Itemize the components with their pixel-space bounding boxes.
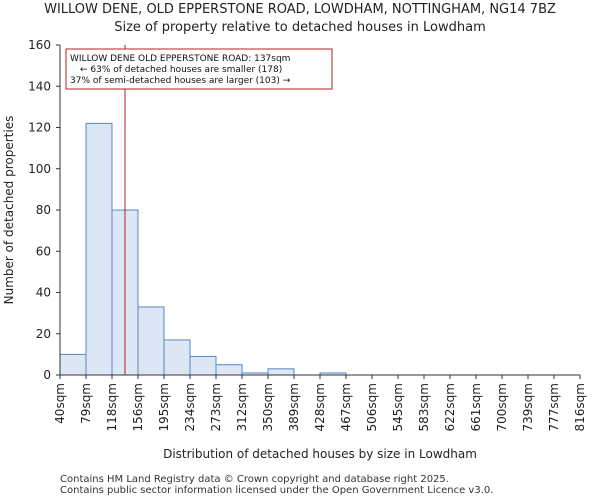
y-tick-label: 100 (28, 162, 51, 176)
annotation-line-1: WILLOW DENE OLD EPPERSTONE ROAD: 137sqm (70, 54, 290, 64)
x-tick-label: 40sqm (53, 383, 67, 424)
bar-273sqm (215, 364, 243, 376)
y-tick-label: 20 (36, 327, 51, 341)
x-tick-label: 816sqm (573, 383, 587, 431)
annotation-line-3: 37% of semi-detached houses are larger (… (70, 76, 291, 86)
bar-156sqm (137, 306, 165, 376)
x-tick-label: 350sqm (261, 383, 275, 431)
bar-40sqm (59, 353, 87, 376)
x-tick-label: 506sqm (365, 383, 379, 431)
annotation-box (65, 48, 333, 90)
x-tick-label: 467sqm (339, 383, 353, 431)
x-tick-label: 79sqm (79, 383, 93, 424)
y-axis-label: Number of detached properties (2, 116, 16, 305)
y-tick-label: 160 (28, 38, 51, 52)
chart-title: Size of property relative to detached ho… (114, 20, 486, 35)
bar-79sqm (85, 122, 113, 376)
x-tick-label: 739sqm (521, 383, 535, 431)
x-tick-label: 195sqm (157, 383, 171, 431)
bar-234sqm (189, 355, 217, 376)
y-tick-label: 60 (36, 244, 51, 258)
x-tick-label: 273sqm (209, 383, 223, 431)
x-tick-label: 118sqm (105, 383, 119, 431)
chart-title-address: WILLOW DENE, OLD EPPERSTONE ROAD, LOWDHA… (44, 2, 556, 17)
x-tick-label: 700sqm (495, 383, 509, 431)
x-tick-label: 389sqm (287, 383, 301, 431)
x-tick-label: 583sqm (417, 383, 431, 431)
y-tick-label: 120 (28, 121, 51, 135)
x-tick-label: 234sqm (183, 383, 197, 431)
bar-195sqm (163, 339, 191, 376)
bar-350sqm (267, 368, 295, 376)
annotation-line-2: ← 63% of detached houses are smaller (17… (80, 65, 282, 75)
x-tick-label: 156sqm (131, 383, 145, 431)
footer-licence: Contains public sector information licen… (60, 485, 494, 496)
y-tick-label: 80 (36, 203, 51, 217)
y-tick-label: 140 (28, 79, 51, 93)
x-axis-label: Distribution of detached houses by size … (163, 447, 477, 461)
y-tick-label: 40 (36, 286, 51, 300)
x-tick-label: 428sqm (313, 383, 327, 431)
x-tick-label: 777sqm (547, 383, 561, 431)
y-tick-label: 0 (43, 368, 51, 382)
footer-copyright: Contains HM Land Registry data © Crown c… (60, 474, 449, 485)
x-tick-label: 661sqm (469, 383, 483, 431)
x-tick-label: 622sqm (443, 383, 457, 431)
x-tick-label: 312sqm (235, 383, 249, 431)
x-tick-label: 545sqm (391, 383, 405, 431)
